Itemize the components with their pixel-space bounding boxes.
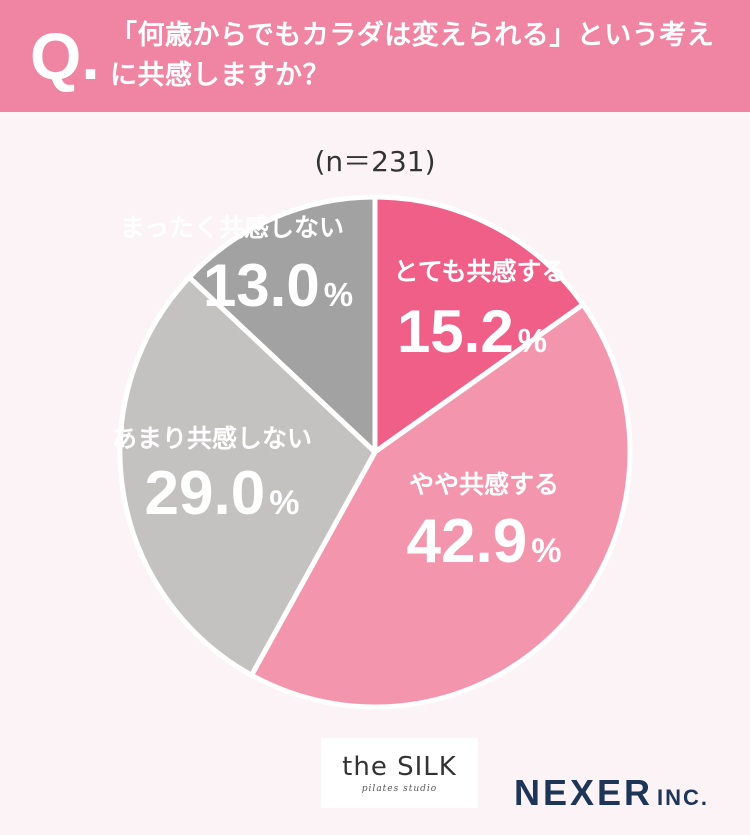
nexer-logo: NEXER INC. <box>514 772 709 814</box>
pie-slice-strongly-disagree <box>186 194 378 455</box>
pie-slice-very-agree <box>372 194 586 455</box>
pie-slice-somewhat-agree <box>249 302 633 710</box>
slice-label-somewhat-disagree: あまり共感しない <box>112 424 312 453</box>
nexer-logo-inc: INC. <box>657 785 710 810</box>
sample-size-label: (n＝231) <box>314 145 436 178</box>
slice-percent-somewhat-agree: 42.9% <box>407 507 562 576</box>
the-silk-logo: the SILK pilates studio <box>321 738 478 808</box>
slice-percent-strongly-disagree: 13.0% <box>203 252 353 319</box>
slice-percent-somewhat-disagree: 29.0% <box>145 459 300 528</box>
the-silk-logo-name: the SILK <box>342 752 457 782</box>
question-banner: Q. 「何歳からでもカラダは変えられる」という考えに共感しますか？ <box>0 0 750 112</box>
slice-label-strongly-disagree: まったく共感しない <box>120 213 344 242</box>
question-text: 「何歳からでもカラダは変えられる」という考えに共感しますか？ <box>110 20 715 91</box>
slice-percent-very-agree: 15.2% <box>397 298 547 365</box>
the-silk-logo-subtitle: pilates studio <box>361 784 438 794</box>
slice-label-very-agree: とても共感する <box>393 257 566 286</box>
nexer-logo-name: NEXER <box>514 772 654 813</box>
slice-label-somewhat-agree: やや共感する <box>409 470 559 499</box>
pie-slice-somewhat-disagree <box>117 274 378 678</box>
q-mark: Q. <box>30 19 100 93</box>
